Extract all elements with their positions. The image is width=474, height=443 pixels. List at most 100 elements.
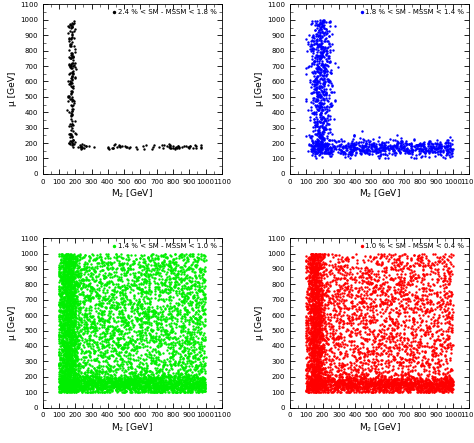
Point — [64, 268, 72, 275]
Point — [140, 258, 147, 265]
Point — [186, 321, 193, 328]
Point — [436, 142, 443, 149]
Point — [194, 293, 201, 300]
Point — [387, 315, 394, 322]
Point — [340, 148, 348, 155]
Point — [63, 296, 71, 303]
Point — [197, 330, 204, 337]
Point — [61, 374, 68, 381]
Point — [117, 372, 125, 379]
Point — [116, 262, 123, 269]
Point — [411, 275, 419, 282]
Point — [310, 258, 317, 265]
Point — [342, 383, 349, 390]
Point — [120, 282, 128, 289]
Point — [65, 254, 73, 261]
Point — [70, 283, 78, 290]
Point — [323, 68, 330, 75]
Point — [60, 381, 68, 389]
Point — [445, 386, 452, 393]
Point — [327, 267, 335, 274]
Point — [134, 384, 141, 391]
Point — [71, 374, 79, 381]
Point — [314, 347, 322, 354]
Point — [148, 337, 156, 344]
Point — [309, 368, 316, 375]
Point — [327, 17, 334, 24]
Point — [381, 296, 388, 303]
Point — [78, 315, 85, 323]
Point — [388, 316, 396, 323]
Point — [111, 381, 119, 388]
Point — [375, 144, 383, 151]
Point — [387, 299, 395, 307]
Point — [189, 313, 197, 320]
Point — [339, 318, 347, 325]
Point — [307, 379, 315, 386]
Point — [446, 154, 454, 161]
Point — [442, 308, 449, 315]
Point — [338, 385, 346, 392]
Point — [313, 271, 321, 278]
Point — [121, 372, 128, 379]
Point — [313, 135, 321, 142]
Point — [108, 273, 116, 280]
Point — [392, 143, 400, 150]
Point — [428, 342, 436, 349]
Point — [331, 306, 338, 313]
Point — [352, 314, 360, 321]
Point — [352, 276, 360, 284]
Point — [379, 280, 386, 288]
Point — [166, 361, 173, 368]
Point — [58, 290, 65, 297]
Point — [340, 137, 347, 144]
Point — [367, 348, 375, 355]
Point — [374, 152, 382, 159]
Point — [101, 270, 109, 277]
Point — [159, 379, 166, 386]
Point — [367, 382, 374, 389]
Point — [71, 274, 79, 281]
Point — [201, 336, 209, 343]
Point — [372, 344, 380, 351]
Point — [123, 376, 130, 383]
Point — [165, 379, 173, 386]
Point — [168, 383, 176, 390]
Point — [323, 48, 330, 55]
Point — [392, 264, 399, 271]
Point — [415, 343, 423, 350]
Point — [318, 19, 326, 26]
Point — [387, 299, 395, 307]
Point — [100, 307, 108, 315]
Point — [307, 279, 315, 286]
Point — [369, 305, 377, 312]
Point — [369, 311, 377, 318]
Point — [304, 378, 311, 385]
Point — [162, 384, 170, 391]
Point — [320, 22, 328, 29]
Point — [60, 368, 67, 375]
Point — [66, 269, 74, 276]
Point — [302, 319, 310, 326]
Point — [62, 277, 70, 284]
Point — [77, 316, 85, 323]
Point — [319, 52, 327, 59]
Point — [65, 377, 73, 384]
Point — [358, 369, 365, 376]
Point — [152, 338, 160, 345]
Point — [92, 381, 100, 388]
Point — [409, 337, 417, 344]
Point — [362, 382, 370, 389]
Point — [133, 383, 140, 390]
Point — [163, 380, 170, 387]
Point — [67, 300, 74, 307]
Point — [134, 269, 142, 276]
Point — [66, 279, 73, 286]
Point — [419, 284, 427, 291]
Point — [56, 376, 64, 383]
Point — [72, 311, 79, 318]
Point — [58, 386, 65, 393]
Point — [310, 308, 318, 315]
Point — [98, 369, 105, 376]
Point — [383, 378, 391, 385]
